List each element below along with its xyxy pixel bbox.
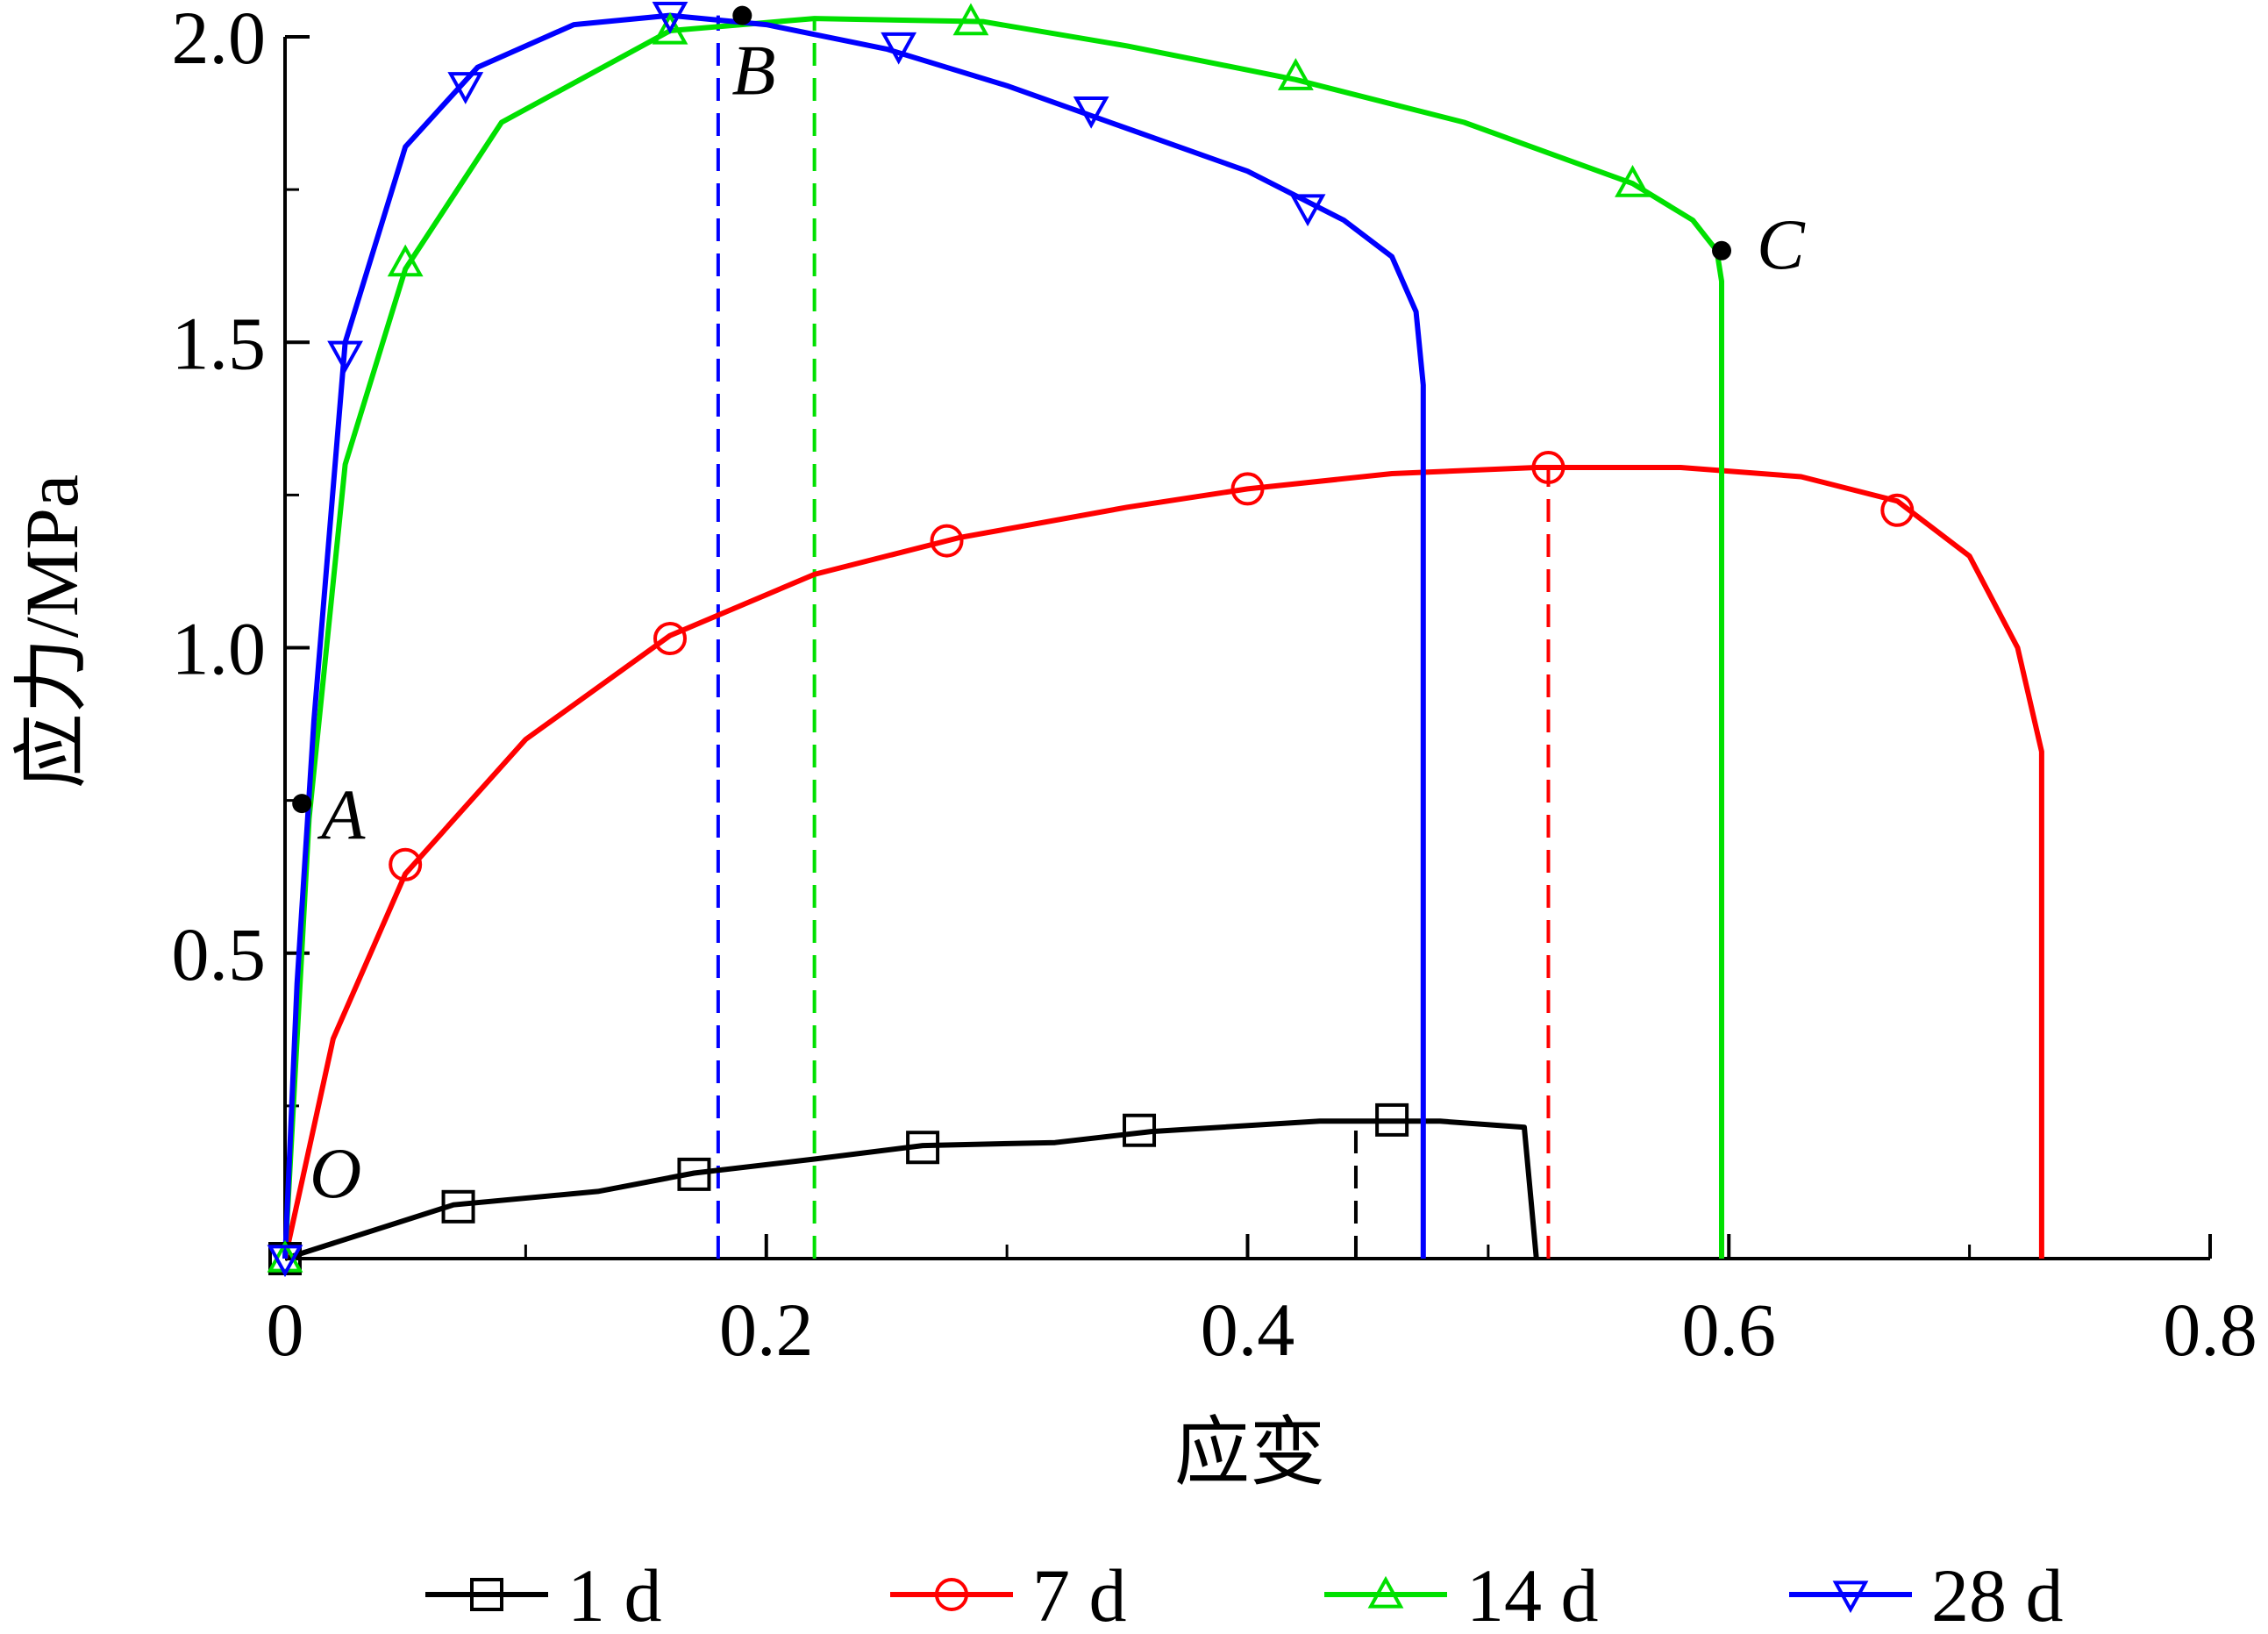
triangle-up-marker [1367,1575,1404,1609]
x-tick-label: 0 [267,1288,304,1372]
series-lines [282,12,2044,1261]
x-tick-label: 0.4 [1201,1288,1295,1372]
series-line [282,16,1724,1259]
y-tick-label: 1.0 [172,607,267,691]
circle-marker [1230,472,1265,506]
point-dot [292,794,312,814]
x-axis-label: 应变 [1174,1410,1325,1495]
square-marker [1375,1102,1409,1137]
circle-marker [1531,451,1565,485]
series-markers [267,2,1915,1278]
circle-marker [930,524,964,558]
y-tick-label: 2.0 [172,0,267,80]
point-label: C [1757,204,1806,284]
square-marker [441,1189,475,1224]
circle-marker [1880,493,1915,527]
triangle-down-marker [881,32,917,65]
y-axis-label: 应力/MPa [10,475,94,788]
triangle-down-marker [267,1245,303,1278]
triangle-down-marker [1832,1580,1869,1614]
point-label: O [310,1133,361,1213]
legend: 1 d 7 d 14 d 28 d [425,1553,2064,1634]
peak-dashed-lines [716,15,1551,1259]
circle-marker [389,847,423,881]
triangle-down-marker [1289,194,1326,227]
point-dot [732,5,752,25]
series-line [282,465,2044,1259]
y-tick-label: 0.5 [172,912,267,996]
axes [283,37,2210,1260]
circle-marker [653,622,687,656]
legend-label: 14 d [1466,1553,1599,1634]
triangle-up-marker [952,3,989,36]
legend-label: 28 d [1931,1553,2064,1634]
point-annotations: O A B C [292,5,1806,1213]
square-marker [1123,1113,1157,1147]
triangle-up-marker [387,244,424,277]
triangle-down-marker [1073,96,1109,129]
point-label: A [317,774,366,854]
x-tick-label: 0.2 [719,1288,814,1372]
legend-label: 7 d [1032,1553,1127,1634]
triangle-up-marker [1277,58,1314,90]
point-dot [1712,240,1732,260]
legend-label: 1 d [567,1553,662,1634]
triangle-down-marker [447,72,484,104]
circle-marker [935,1578,968,1611]
triangle-up-marker [652,11,688,45]
series-line [284,1118,1539,1261]
triangle-down-marker [327,340,363,374]
x-tick-label: 0.6 [1682,1288,1777,1372]
ticks: 0 0.2 0.4 0.6 0.8 0.5 1.0 1.5 2.0 [172,0,2257,1372]
triangle-up-marker [1615,165,1651,197]
square-marker [906,1131,940,1165]
square-marker [677,1157,711,1191]
y-tick-label: 1.5 [172,301,267,385]
triangle-down-marker [652,2,688,34]
square-marker [470,1578,503,1611]
point-label: B [731,31,775,111]
x-tick-label: 0.8 [2163,1288,2257,1372]
series-line [282,12,1426,1259]
